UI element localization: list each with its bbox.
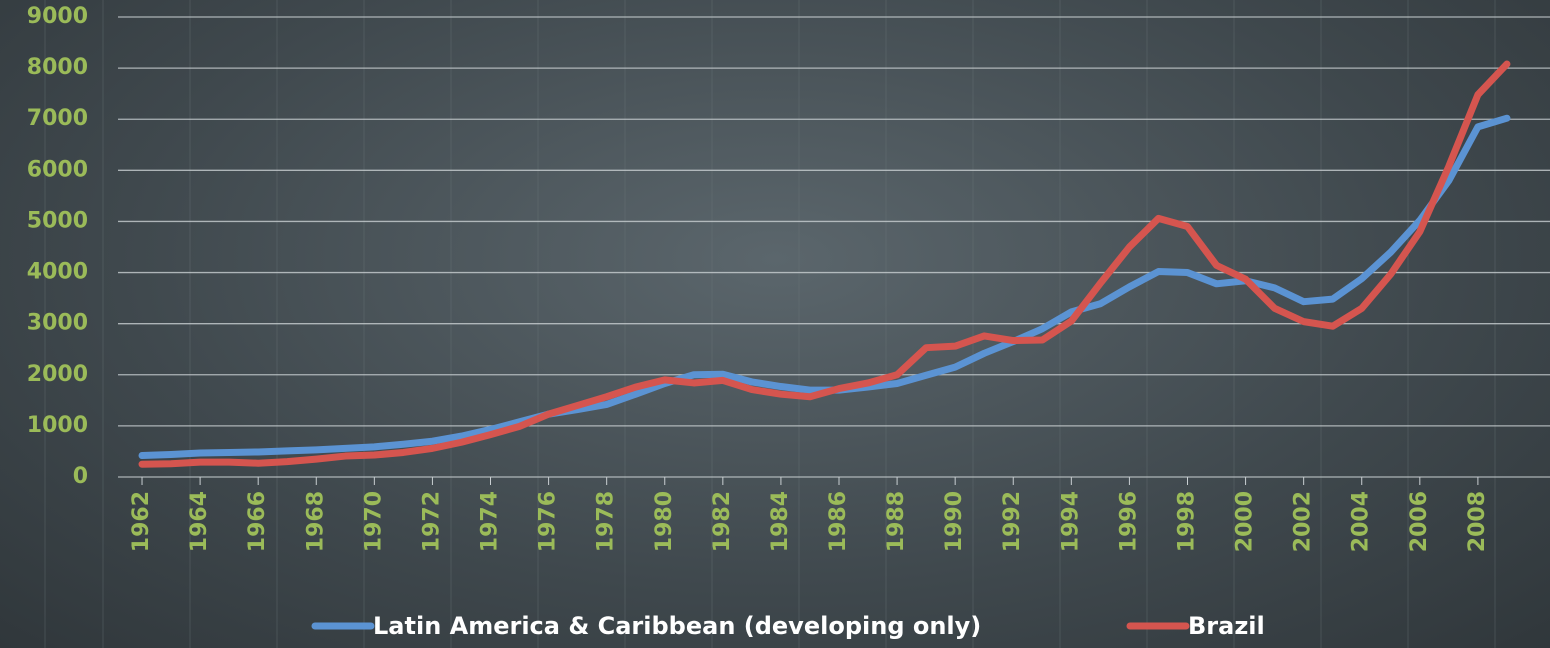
- y-tick-label: 1000: [27, 413, 88, 438]
- y-tick-label: 8000: [27, 55, 88, 80]
- legend-label: Latin America & Caribbean (developing on…: [373, 612, 981, 640]
- x-tick-label: 1996: [1116, 491, 1141, 552]
- x-tick-label: 2006: [1407, 491, 1432, 552]
- y-tick-label: 3000: [27, 311, 88, 336]
- y-tick-label: 0: [73, 464, 88, 489]
- y-tick-label: 6000: [27, 157, 88, 182]
- y-tick-label: 2000: [27, 362, 88, 387]
- legend-label: Brazil: [1188, 612, 1265, 640]
- y-tick-label: 5000: [27, 208, 88, 233]
- series-line: [138, 114, 1511, 460]
- x-tick-label: 1984: [768, 491, 793, 552]
- series-line: [138, 60, 1511, 468]
- x-tick-label: 1978: [594, 491, 619, 552]
- x-tick-label: 1966: [245, 491, 270, 552]
- x-tick-label: 2000: [1233, 491, 1258, 552]
- y-tick-label: 4000: [27, 260, 88, 285]
- y-tick-label: 9000: [27, 4, 88, 29]
- x-tick-label: 1990: [942, 491, 967, 552]
- x-tick-label: 1994: [1058, 491, 1083, 552]
- x-tick-label: 2008: [1465, 491, 1490, 552]
- y-tick-label: 7000: [27, 106, 88, 131]
- x-tick-label: 1964: [187, 491, 212, 552]
- x-tick-label: 1962: [129, 491, 154, 552]
- x-tick-label: 2002: [1291, 491, 1316, 552]
- x-tick-label: 1982: [710, 491, 735, 552]
- x-tick-label: 1980: [652, 491, 677, 552]
- x-tick-label: 1972: [419, 491, 444, 552]
- x-tick-label: 1992: [1000, 491, 1025, 552]
- x-tick-label: 2004: [1349, 491, 1374, 552]
- x-tick-label: 1976: [536, 491, 561, 552]
- x-tick-label: 1988: [884, 491, 909, 552]
- x-tick-label: 1974: [478, 491, 503, 552]
- x-tick-label: 1970: [361, 491, 386, 552]
- x-tick-label: 1968: [303, 491, 328, 552]
- x-tick-label: 1986: [826, 491, 851, 552]
- x-tick-label: 1998: [1174, 491, 1199, 552]
